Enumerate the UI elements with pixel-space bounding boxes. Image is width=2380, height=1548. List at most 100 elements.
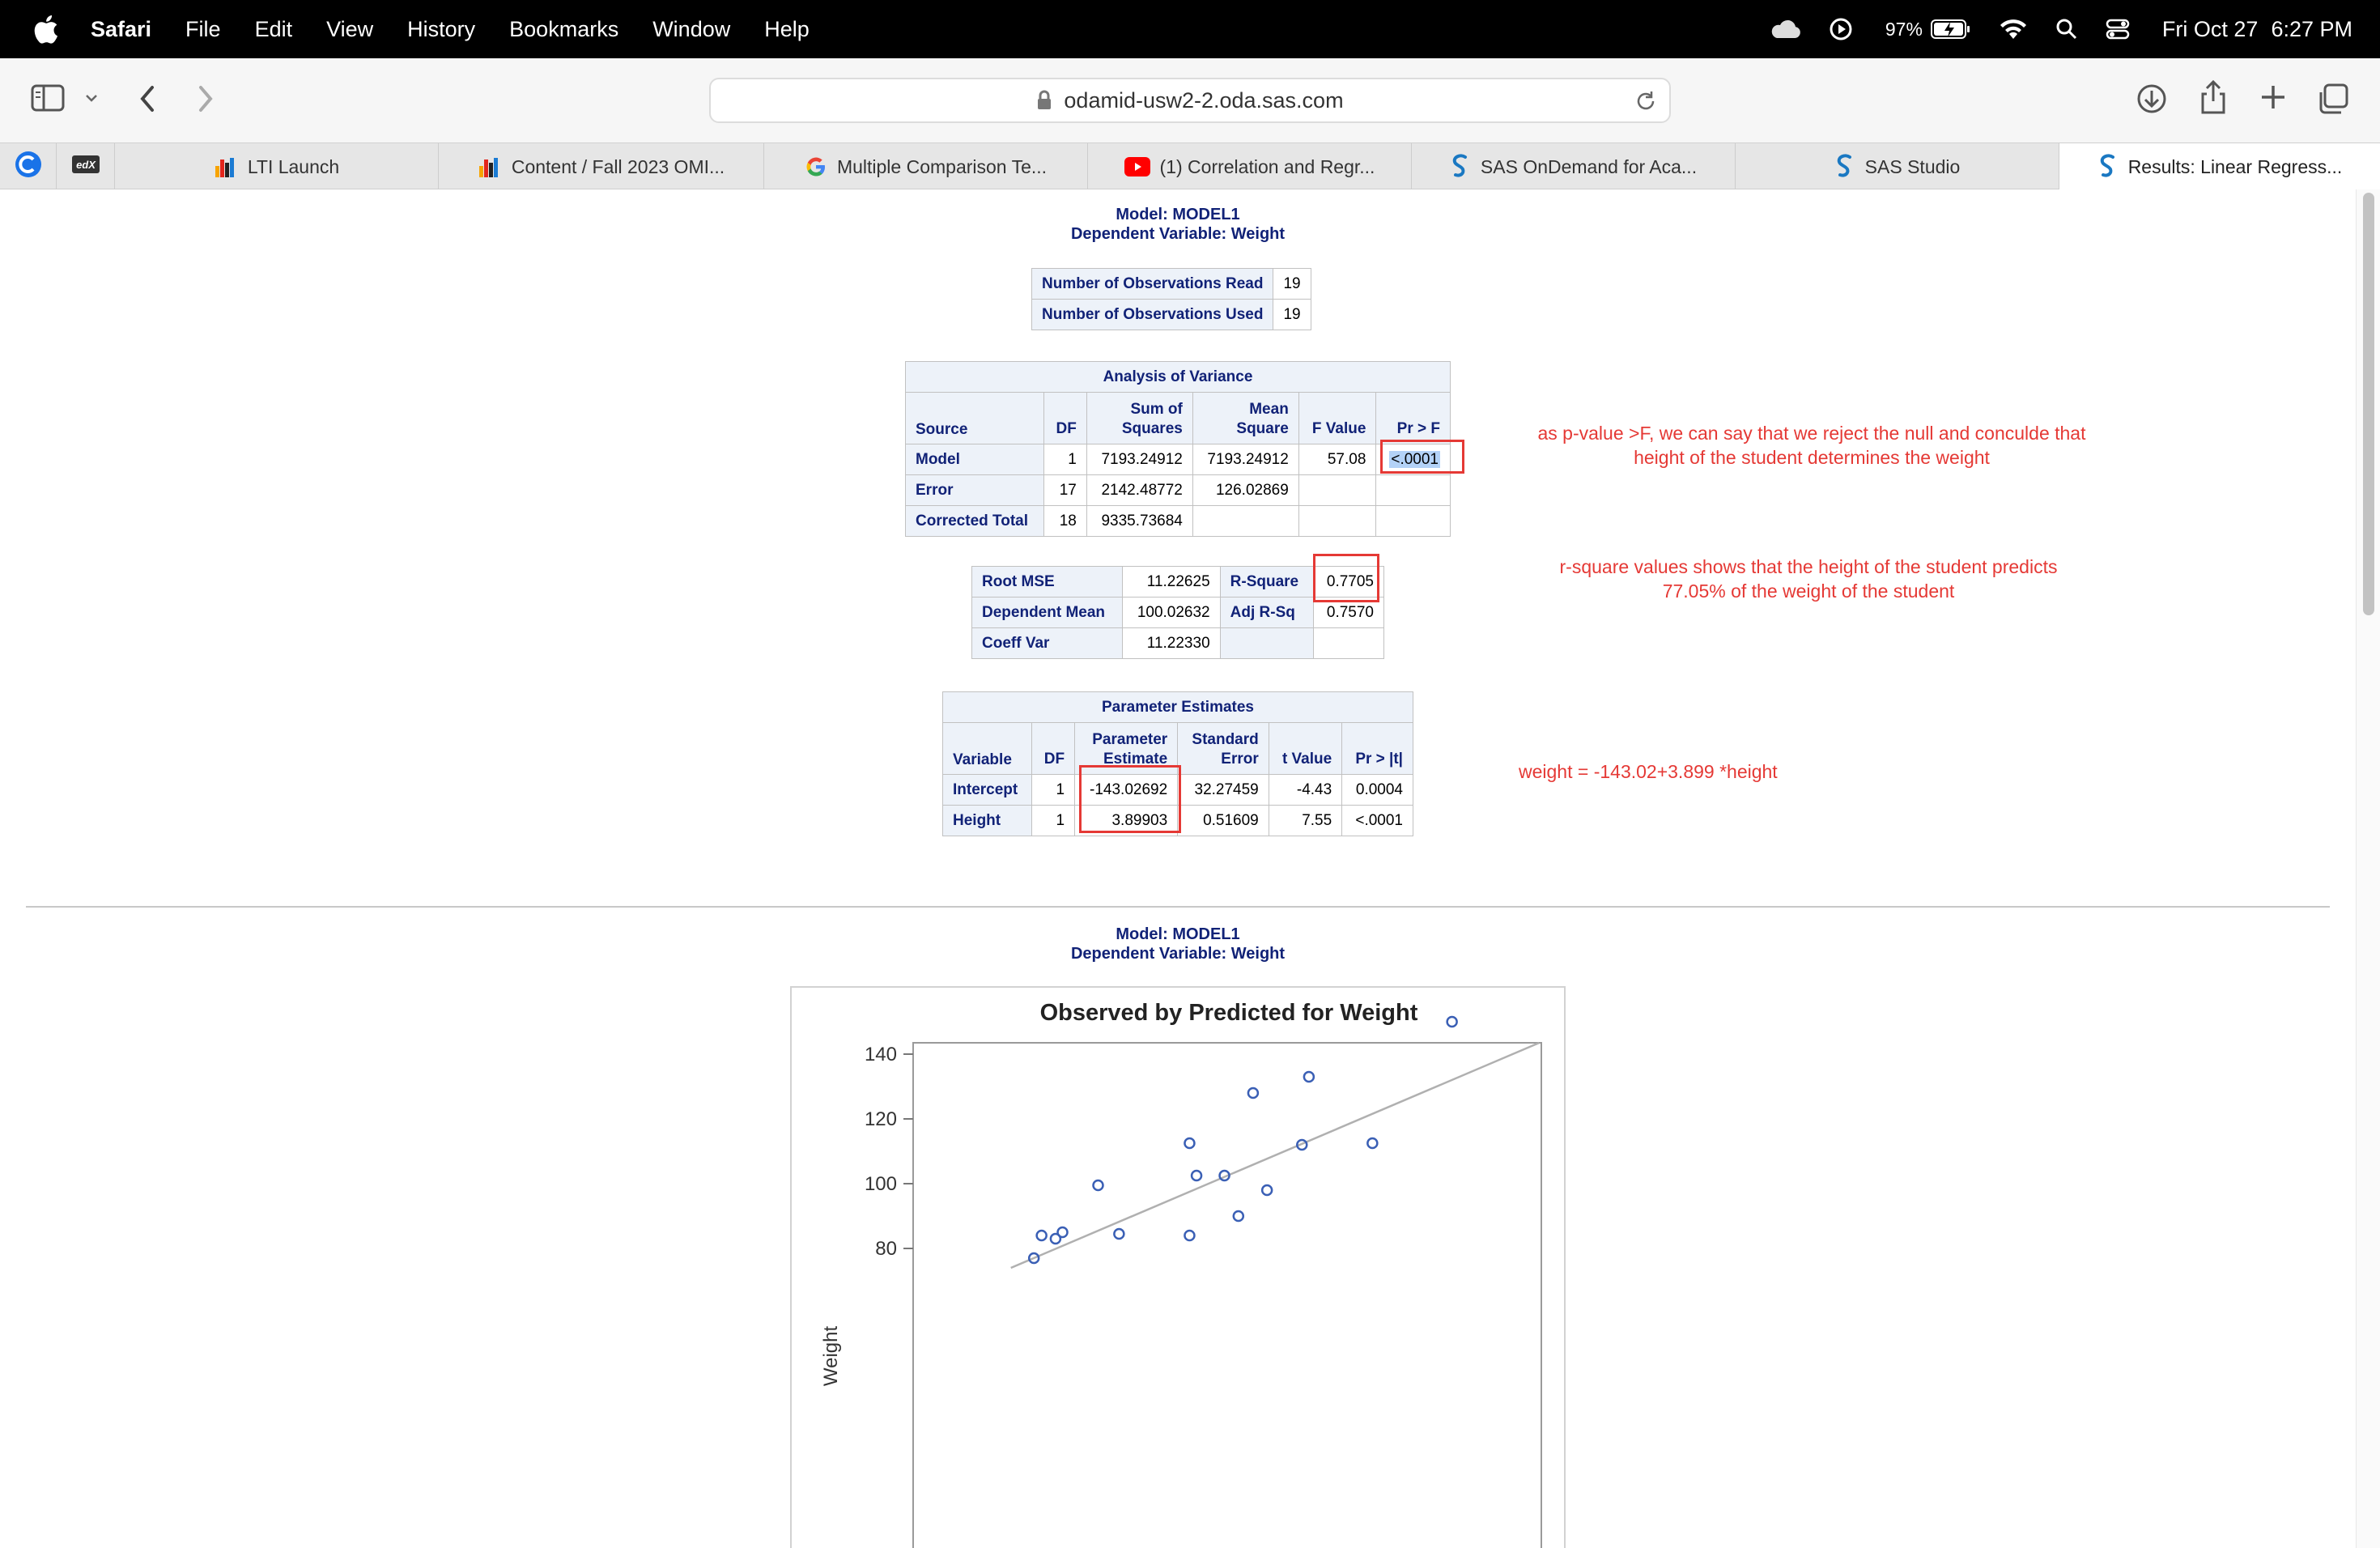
tab-sas-ondemand[interactable]: SAS OnDemand for Aca...: [1412, 143, 1736, 190]
data-point: [1035, 1229, 1048, 1242]
tab-multiple-comparison[interactable]: Multiple Comparison Te...: [764, 143, 1088, 190]
cell-t: -4.43: [1268, 774, 1343, 806]
back-icon[interactable]: [136, 84, 160, 113]
cell-p: <.0001: [1341, 805, 1413, 836]
model-title: Model: MODEL1: [1116, 925, 1240, 943]
menu-view[interactable]: View: [326, 16, 374, 41]
col-pr-f: Pr > F: [1375, 392, 1451, 444]
tab-bar: edX LTI Launch Content / Fall 2023 OMI..…: [0, 142, 2380, 190]
menu-app-name[interactable]: Safari: [91, 16, 152, 41]
tab-label: Results: Linear Regress...: [2127, 155, 2343, 177]
menu-bar: Safari File Edit View History Bookmarks …: [0, 0, 2380, 58]
wifi-icon[interactable]: [1999, 18, 2028, 40]
tab-label: SAS Studio: [1864, 155, 1961, 177]
reload-icon[interactable]: [1634, 89, 1658, 119]
apple-icon[interactable]: [24, 8, 66, 50]
cell-ss: 2142.48772: [1086, 474, 1193, 506]
fit-value: 11.22625: [1122, 566, 1221, 598]
col-variable: Variable: [941, 722, 1033, 775]
observed-by-predicted-plot: Observed by Predicted for Weight Weight …: [790, 986, 1566, 1548]
data-point: [1296, 1138, 1308, 1151]
chevron-down-icon[interactable]: [84, 92, 99, 104]
scrollbar-thumb[interactable]: [2363, 193, 2374, 615]
cell-ss: 9335.73684: [1086, 505, 1193, 537]
d2l-icon: [214, 155, 238, 179]
header-line: Standard: [1192, 731, 1259, 748]
table-row: Error 17 2142.48772 126.02869: [904, 474, 1451, 506]
menu-bookmarks[interactable]: Bookmarks: [509, 16, 619, 41]
tab-sas-studio[interactable]: SAS Studio: [1736, 143, 2059, 190]
cell-df: 18: [1043, 505, 1087, 537]
table-row: Height 1 3.89903 0.51609 7.55 <.0001: [941, 805, 1413, 836]
sidebar-toggle-icon[interactable]: [31, 84, 65, 112]
tab-pinned-c[interactable]: [0, 143, 57, 190]
new-tab-icon[interactable]: [2259, 83, 2288, 112]
tab-lti-launch[interactable]: LTI Launch: [115, 143, 439, 190]
selected-text[interactable]: <.0001: [1389, 450, 1440, 468]
y-axis-label: Weight: [820, 1326, 842, 1387]
y-tick-label: 120: [865, 1108, 897, 1130]
header-line: Estimate: [1103, 751, 1168, 768]
row-source: Corrected Total: [904, 505, 1045, 537]
menu-window[interactable]: Window: [652, 16, 731, 41]
forward-icon[interactable]: [193, 84, 217, 113]
parameter-estimates-table: Parameter Estimates Variable DF Paramete…: [941, 691, 1413, 836]
tab-overview-icon[interactable]: [2317, 83, 2349, 115]
table-caption-row: Analysis of Variance: [905, 361, 1451, 393]
icloud-icon[interactable]: [1769, 19, 1801, 40]
col-df: DF: [1043, 392, 1087, 444]
cell-p: 0.0004: [1341, 774, 1413, 806]
tab-pinned-edx[interactable]: edX: [57, 143, 115, 190]
table-row: Number of Observations Read 19: [1031, 268, 1311, 300]
tab-content-fall-2023[interactable]: Content / Fall 2023 OMI...: [439, 143, 764, 190]
col-source: Source: [904, 392, 1045, 444]
menu-help[interactable]: Help: [764, 16, 810, 41]
fit-label: Dependent Mean: [971, 597, 1123, 628]
tab-label: (1) Correlation and Regr...: [1159, 155, 1375, 177]
annotation-box-pvalue: [1380, 440, 1464, 474]
fit-label: Root MSE: [971, 566, 1123, 598]
y-tick-label: 100: [865, 1173, 897, 1195]
cell-p-highlighted[interactable]: <.0001: [1375, 444, 1451, 475]
header-line: Squares: [1121, 420, 1183, 437]
menubar-time[interactable]: 6:27 PM: [2271, 16, 2352, 41]
params-caption: Parameter Estimates: [942, 691, 1413, 723]
tab-results-linear-regression[interactable]: Results: Linear Regress...: [2059, 143, 2380, 190]
cell-p: [1375, 474, 1451, 506]
annotation-box-rsquare: [1313, 554, 1379, 602]
dependent-variable-title: Dependent Variable: Weight: [1070, 945, 1286, 963]
fit-label: Adj R-Sq: [1219, 597, 1314, 628]
plot-canvas: Observed by Predicted for Weight Weight …: [820, 1000, 1542, 1548]
battery-icon[interactable]: [1930, 19, 1971, 40]
browser-toolbar: odamid-usw2-2.oda.sas.com: [0, 58, 2380, 142]
data-point: [1366, 1137, 1379, 1150]
tab-label: Content / Fall 2023 OMI...: [511, 155, 725, 177]
tab-youtube-correlation[interactable]: (1) Correlation and Regr...: [1088, 143, 1412, 190]
row-variable: Height: [941, 805, 1033, 836]
header-line: Square: [1236, 420, 1289, 437]
fit-label: [1219, 627, 1314, 659]
sas-icon: [1450, 154, 1471, 180]
tab-label: SAS OnDemand for Aca...: [1480, 155, 1698, 177]
fit-value: 100.02632: [1122, 597, 1221, 628]
menu-edit[interactable]: Edit: [254, 16, 293, 41]
menubar-date[interactable]: Fri Oct 27: [2161, 16, 2259, 41]
search-icon[interactable]: [2055, 18, 2078, 40]
share-icon[interactable]: [2199, 79, 2228, 115]
downloads-icon[interactable]: [2136, 83, 2168, 115]
play-circle-icon[interactable]: [1829, 17, 1853, 41]
control-center-icon[interactable]: [2106, 18, 2130, 40]
data-point: [1303, 1070, 1315, 1083]
col-t-value: t Value: [1268, 722, 1343, 775]
header-line: Mean: [1249, 401, 1289, 418]
note-line: r-square values shows that the height of…: [1559, 556, 2058, 577]
col-f-value: F Value: [1298, 392, 1377, 444]
data-point: [1446, 1015, 1458, 1028]
obs-used-value: 19: [1273, 299, 1311, 330]
data-point: [1056, 1226, 1069, 1239]
cell-df: 1: [1031, 774, 1076, 806]
address-bar[interactable]: odamid-usw2-2.oda.sas.com: [709, 78, 1671, 123]
menu-history[interactable]: History: [407, 16, 476, 41]
data-point: [1027, 1252, 1040, 1265]
menu-file[interactable]: File: [185, 16, 221, 41]
